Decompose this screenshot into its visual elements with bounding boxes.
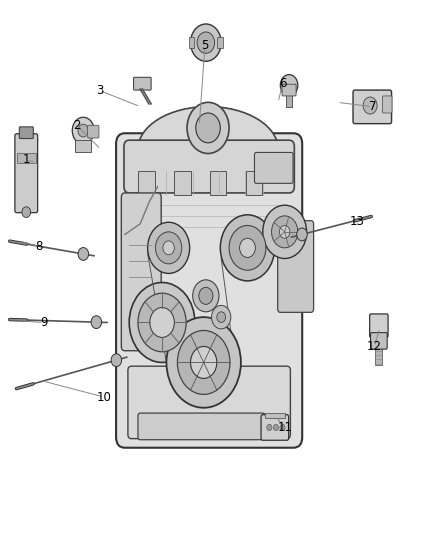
Circle shape bbox=[148, 222, 190, 273]
FancyBboxPatch shape bbox=[121, 193, 161, 351]
Bar bbox=[217, 37, 223, 48]
FancyBboxPatch shape bbox=[261, 415, 289, 440]
FancyBboxPatch shape bbox=[370, 314, 388, 337]
Bar bbox=[75, 140, 91, 152]
Text: 8: 8 bbox=[35, 240, 42, 253]
Text: 2: 2 bbox=[73, 119, 81, 132]
FancyBboxPatch shape bbox=[254, 152, 293, 183]
Text: 9: 9 bbox=[40, 316, 48, 329]
Circle shape bbox=[263, 205, 307, 259]
FancyBboxPatch shape bbox=[124, 140, 294, 193]
Circle shape bbox=[163, 241, 174, 255]
Circle shape bbox=[78, 247, 88, 260]
FancyBboxPatch shape bbox=[282, 84, 296, 96]
Circle shape bbox=[191, 346, 217, 378]
Circle shape bbox=[177, 330, 230, 394]
FancyBboxPatch shape bbox=[278, 221, 314, 312]
FancyBboxPatch shape bbox=[138, 413, 265, 440]
Circle shape bbox=[138, 293, 186, 352]
Circle shape bbox=[280, 424, 285, 431]
Text: 7: 7 bbox=[368, 100, 376, 113]
Bar bbox=[246, 171, 262, 195]
Circle shape bbox=[273, 424, 279, 431]
Circle shape bbox=[111, 354, 122, 367]
Ellipse shape bbox=[138, 107, 278, 192]
Circle shape bbox=[187, 102, 229, 154]
FancyBboxPatch shape bbox=[116, 133, 302, 448]
Text: 1: 1 bbox=[22, 154, 30, 166]
Circle shape bbox=[155, 232, 182, 264]
Circle shape bbox=[267, 424, 272, 431]
Text: 5: 5 bbox=[201, 39, 208, 52]
Circle shape bbox=[297, 228, 307, 241]
Circle shape bbox=[279, 225, 290, 238]
Circle shape bbox=[212, 305, 231, 329]
Bar bbox=[189, 37, 194, 48]
Text: 12: 12 bbox=[367, 340, 382, 353]
Circle shape bbox=[72, 117, 94, 144]
Circle shape bbox=[240, 238, 255, 257]
Bar bbox=[138, 171, 155, 195]
Text: 6: 6 bbox=[279, 77, 286, 90]
Circle shape bbox=[191, 24, 221, 61]
FancyBboxPatch shape bbox=[15, 134, 38, 213]
Circle shape bbox=[166, 317, 241, 408]
Text: 13: 13 bbox=[350, 215, 364, 228]
Bar bbox=[210, 171, 226, 195]
Circle shape bbox=[229, 225, 266, 270]
Circle shape bbox=[78, 124, 88, 137]
Circle shape bbox=[193, 280, 219, 312]
Text: 10: 10 bbox=[97, 391, 112, 403]
Circle shape bbox=[196, 113, 220, 143]
Bar bbox=[265, 413, 285, 418]
FancyBboxPatch shape bbox=[19, 127, 33, 139]
FancyBboxPatch shape bbox=[382, 96, 392, 113]
FancyBboxPatch shape bbox=[128, 366, 290, 439]
Circle shape bbox=[220, 215, 275, 281]
Circle shape bbox=[280, 75, 298, 96]
Circle shape bbox=[199, 287, 213, 304]
Circle shape bbox=[272, 216, 298, 248]
Text: 3: 3 bbox=[96, 84, 103, 97]
FancyBboxPatch shape bbox=[88, 125, 99, 138]
Circle shape bbox=[150, 308, 174, 337]
FancyBboxPatch shape bbox=[353, 90, 392, 124]
Circle shape bbox=[91, 316, 102, 328]
Bar bbox=[286, 93, 292, 107]
FancyBboxPatch shape bbox=[371, 333, 387, 349]
Circle shape bbox=[363, 97, 377, 114]
Bar bbox=[174, 171, 191, 195]
Circle shape bbox=[217, 312, 226, 322]
Circle shape bbox=[197, 32, 215, 53]
FancyBboxPatch shape bbox=[134, 77, 151, 90]
Circle shape bbox=[22, 207, 31, 217]
Bar bbox=[17, 153, 36, 163]
Text: 11: 11 bbox=[277, 421, 292, 434]
Bar bbox=[375, 346, 382, 365]
Circle shape bbox=[129, 282, 195, 362]
